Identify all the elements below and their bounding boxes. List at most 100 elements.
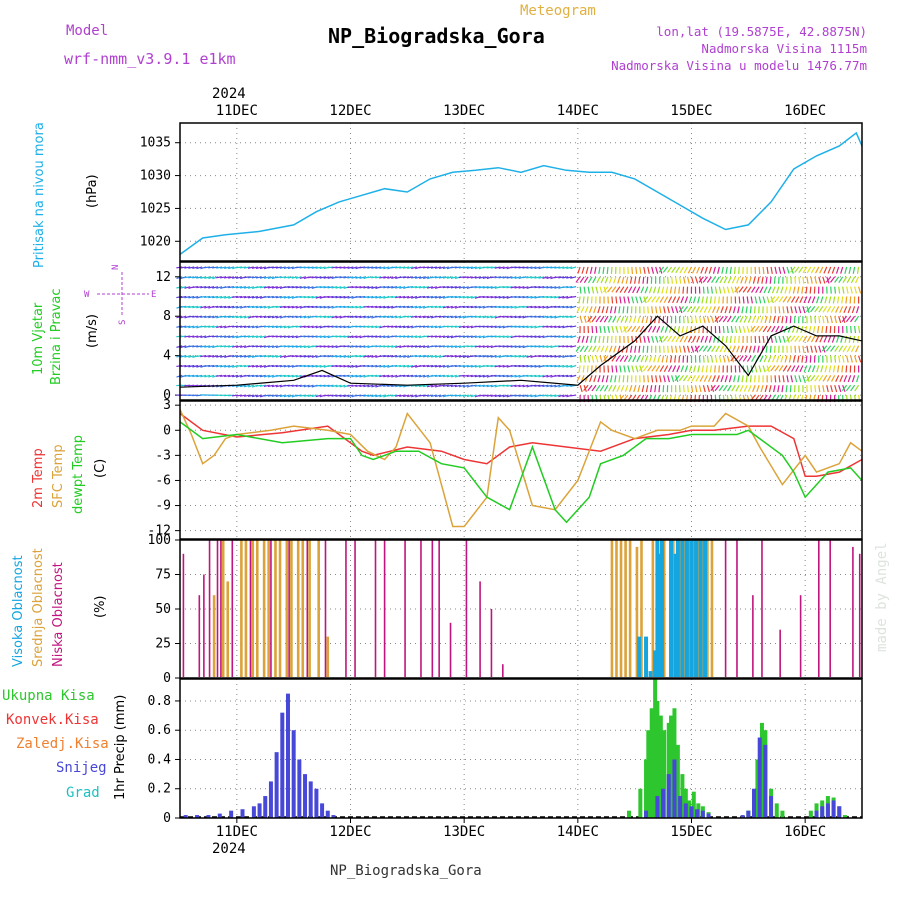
wind-barb — [647, 266, 650, 274]
wind-barb — [530, 315, 537, 318]
wind-barb — [335, 335, 342, 338]
wind-barb — [343, 295, 350, 299]
wind-barb — [742, 286, 748, 293]
wind-barb — [676, 296, 681, 304]
cloud-mid-bar — [635, 546, 639, 677]
wind-barb — [446, 384, 453, 387]
wind-barb — [795, 365, 800, 373]
wind-barb — [243, 325, 251, 329]
wind-barb — [434, 345, 441, 348]
wind-barb — [367, 266, 374, 269]
wind-barb — [673, 325, 677, 333]
wind-barb — [239, 266, 247, 269]
wind-barb — [759, 286, 764, 294]
wind-barb — [180, 364, 187, 368]
wind-barb — [760, 316, 764, 324]
cloud-label-2: Srednja Oblacnost — [31, 548, 46, 667]
wind-barb — [718, 315, 724, 323]
wind-barb — [450, 384, 457, 388]
wind-barb — [737, 375, 740, 383]
wind-barb — [687, 266, 693, 274]
wind-barb — [323, 345, 330, 348]
wind-barb — [682, 316, 685, 324]
wind-barb — [530, 276, 537, 279]
wind-barb — [498, 266, 505, 269]
wind-barb — [618, 375, 621, 383]
cloud-mid-bar — [672, 540, 675, 677]
wind-barb — [307, 394, 314, 398]
wind-barb — [682, 385, 685, 393]
y-tick-label: 3 — [163, 398, 171, 413]
wind-barb — [212, 335, 219, 338]
wind-barb — [371, 384, 378, 388]
wind-barb — [628, 385, 633, 393]
wind-barb — [672, 365, 677, 373]
wind-barb — [619, 296, 622, 304]
wind-barb — [550, 266, 557, 269]
wind-barb — [327, 315, 334, 319]
wind-barb — [627, 335, 629, 343]
wind-barb — [311, 276, 318, 279]
wind-barb — [702, 385, 706, 393]
wind-barb — [841, 384, 848, 392]
wind-barb — [331, 295, 338, 299]
wind-barb — [588, 306, 593, 314]
wind-barb — [311, 335, 318, 338]
wind-barb — [722, 286, 726, 294]
wind-barb — [311, 374, 318, 378]
wind-barb — [418, 394, 426, 397]
watermark: made by Angel — [874, 542, 890, 652]
wind-barb — [367, 335, 374, 338]
wind-barb — [612, 315, 617, 323]
wind-barb — [808, 325, 812, 334]
y-tick-label: 12 — [155, 270, 171, 285]
wind-barb — [686, 345, 690, 353]
wind-barb — [267, 325, 274, 328]
wind-barb — [363, 355, 370, 358]
wind-barb — [542, 305, 549, 309]
wind-barb — [275, 394, 282, 397]
wind-barb — [791, 325, 796, 333]
wind-barb — [407, 364, 414, 368]
wind-barb — [247, 345, 254, 348]
wind-barb — [414, 325, 422, 328]
wind-barb — [716, 375, 720, 383]
wind-barb — [761, 276, 764, 284]
wind-barb — [367, 364, 374, 368]
wind-barb — [422, 384, 430, 388]
wind-barb — [192, 266, 199, 270]
wind-barb — [607, 286, 613, 293]
wind-barb — [454, 295, 461, 299]
wind-barb — [591, 355, 595, 363]
wind-barb — [379, 286, 386, 289]
wind-barb — [585, 335, 589, 343]
wind-barb — [676, 365, 681, 373]
precip-snow-bar — [706, 813, 711, 818]
wind-barb — [858, 355, 862, 363]
wind-barb — [603, 355, 609, 362]
wind-barb — [224, 276, 231, 279]
wind-barb — [562, 305, 569, 309]
wind-barb — [355, 384, 362, 387]
wind-barb — [595, 286, 599, 294]
wind-barb — [830, 316, 833, 324]
wind-barb — [228, 266, 235, 270]
wind-barb — [434, 394, 442, 398]
wind-barb — [482, 374, 489, 378]
wind-barb — [347, 286, 354, 289]
wind-barb — [756, 385, 760, 393]
wind-barb — [279, 335, 286, 338]
wind-barb — [200, 286, 207, 289]
wind-barb — [474, 286, 481, 289]
wind-barb — [774, 296, 780, 303]
wind-barb — [566, 286, 573, 289]
wind-barb — [682, 375, 689, 382]
wind-barb — [802, 276, 805, 284]
wind-barb — [502, 374, 509, 378]
wind-barb — [283, 374, 290, 378]
wind-barb — [822, 276, 826, 284]
wind-barb — [200, 325, 207, 328]
cloud-low-bar — [829, 540, 831, 677]
y-tick-label: 0 — [163, 811, 171, 826]
wind-barb — [782, 375, 785, 383]
